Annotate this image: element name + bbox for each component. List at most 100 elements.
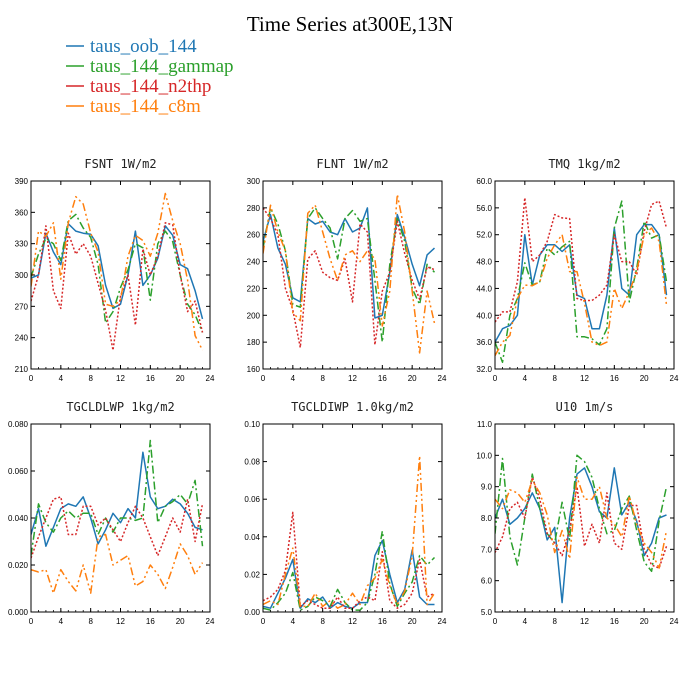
y-tick-label: 32.0 — [476, 365, 492, 374]
x-tick-label: 8 — [552, 617, 557, 626]
y-tick-label: 0.080 — [8, 420, 29, 429]
x-tick-label: 0 — [261, 374, 266, 383]
y-tick-label: 6.0 — [481, 577, 493, 586]
x-tick-label: 12 — [580, 617, 589, 626]
panel-grid: FSNT 1W/m20 4 8 12 16 20 242102402703003303603… — [8, 157, 679, 626]
x-tick-label: 8 — [88, 374, 93, 383]
y-tick-label: 280 — [247, 204, 261, 213]
y-tick-label: 330 — [15, 240, 29, 249]
series-line-3 — [263, 193, 436, 354]
x-tick-label: 8 — [552, 374, 557, 383]
y-tick-label: 48.0 — [476, 258, 492, 267]
series-line-1 — [31, 213, 204, 333]
x-tick-label: 4 — [59, 617, 64, 626]
x-tick-label: 8 — [88, 617, 93, 626]
series-line-1 — [31, 439, 204, 556]
y-tick-label: 56.0 — [476, 204, 492, 213]
series-line-0 — [263, 539, 435, 609]
y-tick-label: 260 — [247, 231, 261, 240]
y-tick-label: 0.04 — [244, 533, 260, 542]
y-tick-label: 210 — [15, 365, 29, 374]
series-line-2 — [263, 511, 435, 609]
x-tick-label: 12 — [580, 374, 589, 383]
x-tick-label: 8 — [320, 617, 325, 626]
y-tick-label: 240 — [247, 258, 261, 267]
x-tick-label: 16 — [146, 617, 155, 626]
x-tick-label: 0 — [493, 617, 498, 626]
y-tick-label: 11.0 — [477, 420, 493, 429]
y-tick-label: 300 — [247, 177, 261, 186]
x-tick-label: 20 — [640, 374, 649, 383]
x-tick-label: 16 — [378, 374, 387, 383]
y-tick-label: 0.040 — [8, 514, 29, 523]
y-tick-label: 390 — [15, 177, 29, 186]
x-tick-label: 12 — [348, 374, 357, 383]
y-tick-label: 9.0 — [481, 483, 493, 492]
plot-frame — [494, 423, 675, 613]
series-line-3 — [495, 476, 668, 569]
legend-label-0: taus_oob_144 — [90, 36, 197, 57]
x-tick-label: 4 — [523, 374, 528, 383]
x-tick-label: 16 — [610, 617, 619, 626]
series-line-0 — [31, 451, 203, 547]
series-line-2 — [495, 476, 668, 569]
y-tick-label: 8.0 — [481, 514, 493, 523]
panel-title: TGCLDLWP 1kg/m2 — [66, 400, 174, 414]
y-tick-label: 0.08 — [244, 458, 260, 467]
x-tick-label: 12 — [348, 617, 357, 626]
y-tick-label: 0.00 — [244, 608, 260, 617]
y-tick-label: 160 — [247, 365, 261, 374]
x-tick-label: 0 — [261, 617, 266, 626]
x-tick-label: 20 — [176, 374, 185, 383]
series-line-2 — [31, 222, 204, 351]
panel-title: FSNT 1W/m2 — [84, 157, 156, 171]
panel-title: TGCLDIWP 1.0kg/m2 — [291, 400, 414, 414]
x-tick-label: 20 — [640, 617, 649, 626]
panel-2: TMQ 1kg/m2 0 4 8 12 16 20 24 32.0 36.0 40.0 44.0 48.… — [476, 157, 679, 383]
x-tick-label: 24 — [670, 617, 679, 626]
series-line-0 — [495, 467, 667, 604]
plot-frame — [30, 180, 211, 370]
x-tick-label: 16 — [610, 374, 619, 383]
panel-title: TMQ 1kg/m2 — [548, 157, 620, 171]
panel-3: TGCLDLWP 1kg/m2 0 4 8 12 16 20 24 0.000 0.020 0.04… — [8, 400, 215, 626]
y-tick-label: 200 — [247, 311, 261, 320]
plot-frame — [262, 423, 443, 613]
legend-label-3: taus_144_c8m — [90, 96, 201, 117]
series-line-0 — [31, 223, 204, 320]
x-tick-label: 4 — [523, 617, 528, 626]
series-line-3 — [495, 227, 668, 356]
series-line-2 — [31, 496, 204, 559]
y-tick-label: 5.0 — [481, 608, 493, 617]
x-tick-label: 24 — [206, 374, 215, 383]
y-tick-label: 360 — [15, 208, 29, 217]
series-line-2 — [495, 197, 668, 323]
x-tick-label: 24 — [206, 617, 215, 626]
y-tick-label: 40.0 — [476, 311, 492, 320]
y-tick-label: 0.020 — [8, 561, 29, 570]
x-tick-label: 20 — [176, 617, 185, 626]
x-tick-label: 0 — [29, 617, 34, 626]
series-line-0 — [495, 223, 668, 343]
panel-5: U10 1m/s 0 4 8 12 16 20 24 5.0 6.0 7.0 8.0 9.0 10.0 11… — [476, 400, 679, 626]
series-line-1 — [263, 207, 436, 343]
series-line-3 — [31, 192, 204, 351]
x-tick-label: 16 — [378, 617, 387, 626]
x-tick-label: 12 — [116, 374, 125, 383]
y-tick-label: 7.0 — [481, 545, 493, 554]
panel-title: U10 1m/s — [556, 400, 614, 414]
x-tick-label: 4 — [291, 617, 296, 626]
y-tick-label: 270 — [15, 302, 29, 311]
y-tick-label: 180 — [247, 338, 261, 347]
x-tick-label: 20 — [408, 374, 417, 383]
series-line-1 — [495, 454, 668, 573]
panel-0: FSNT 1W/m2 0 4 8 12 16 20 24 210 240 270 300 330 360 3… — [15, 157, 215, 383]
series-line-1 — [263, 530, 436, 611]
series-line-3 — [263, 455, 436, 609]
y-tick-label: 36.0 — [476, 338, 492, 347]
series-line-3 — [31, 533, 204, 594]
y-tick-label: 0.10 — [244, 420, 260, 429]
panel-4: TGCLDIWP 1.0kg/m2 0 4 8 12 16 20 24 0.00 0.02 0.04… — [244, 400, 447, 626]
y-tick-label: 0.060 — [8, 467, 29, 476]
y-tick-label: 300 — [15, 271, 29, 280]
